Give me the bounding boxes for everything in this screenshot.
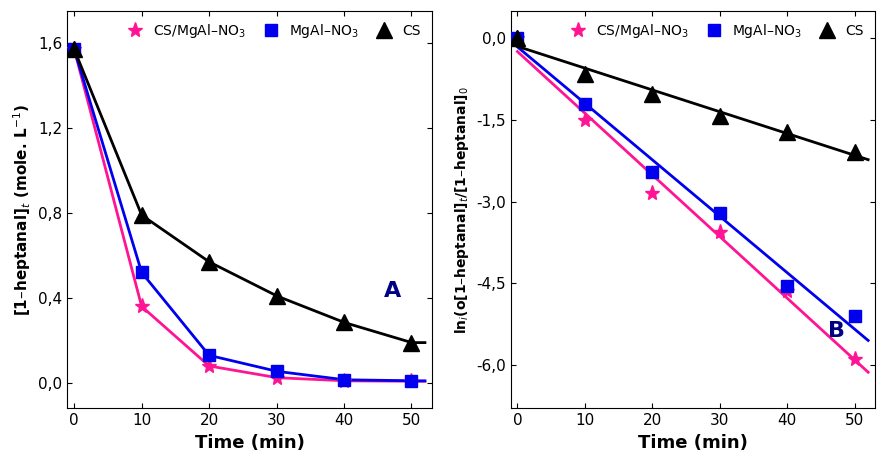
X-axis label: Time (min): Time (min) bbox=[195, 434, 305, 452]
Y-axis label: ln$_i$(o[1–heptanal]$_t$/[1–heptanal]$_0$: ln$_i$(o[1–heptanal]$_t$/[1–heptanal]$_0… bbox=[453, 86, 470, 334]
X-axis label: Time (min): Time (min) bbox=[638, 434, 748, 452]
Legend: CS/MgAl–NO$_3$, MgAl–NO$_3$, CS: CS/MgAl–NO$_3$, MgAl–NO$_3$, CS bbox=[560, 18, 868, 44]
Text: A: A bbox=[385, 282, 401, 301]
Legend: CS/MgAl–NO$_3$, MgAl–NO$_3$, CS: CS/MgAl–NO$_3$, MgAl–NO$_3$, CS bbox=[117, 18, 424, 44]
Y-axis label: [1–heptanal]$_t$ (mole. L$^{-1}$): [1–heptanal]$_t$ (mole. L$^{-1}$) bbox=[12, 104, 33, 316]
Text: B: B bbox=[828, 321, 844, 341]
